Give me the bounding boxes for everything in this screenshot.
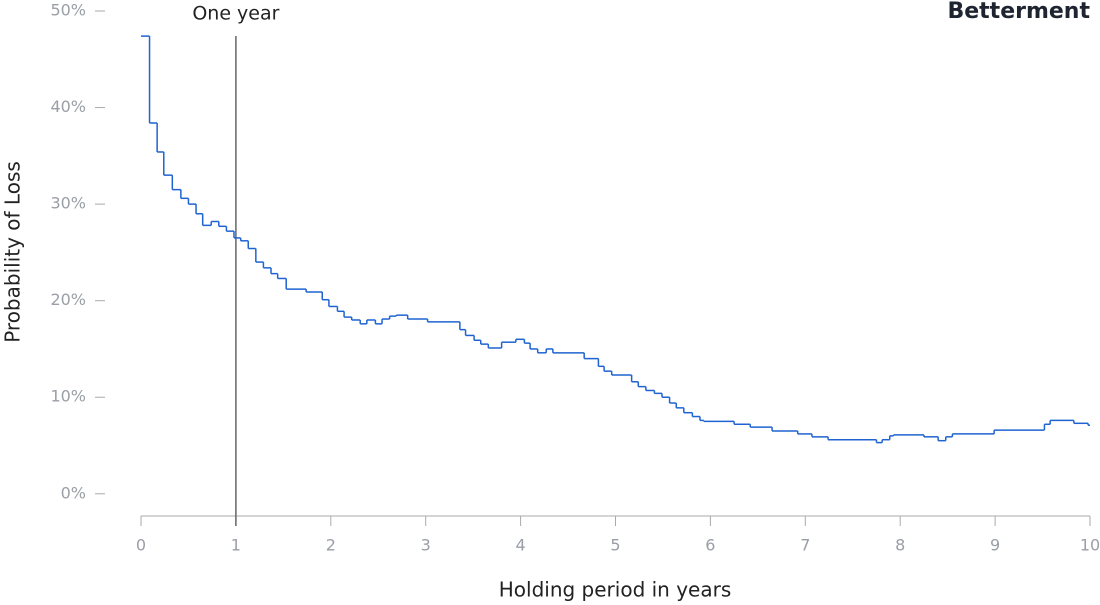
y-tick-label: 50%: [50, 1, 86, 20]
x-tick-label: 3: [421, 536, 431, 555]
y-axis-title: Probability of Loss: [1, 161, 25, 343]
x-tick-label: 4: [516, 536, 526, 555]
x-tick-label: 9: [990, 536, 1000, 555]
y-tick-label: 20%: [50, 290, 86, 309]
x-tick-label: 0: [136, 536, 146, 555]
x-tick-label: 1: [231, 536, 241, 555]
x-tick-label: 7: [800, 536, 810, 555]
x-tick-label: 5: [610, 536, 620, 555]
y-tick-label: 10%: [50, 387, 86, 406]
x-tick-label: 10: [1080, 536, 1100, 555]
brand-logo: Betterment: [947, 0, 1090, 24]
x-tick-label: 8: [895, 536, 905, 555]
x-axis-title: Holding period in years: [499, 578, 732, 602]
x-tick-label: 6: [705, 536, 715, 555]
y-tick-label: 30%: [50, 194, 86, 213]
x-tick-label: 2: [326, 536, 336, 555]
y-tick-label: 40%: [50, 97, 86, 116]
annotation-label: One year: [192, 3, 279, 25]
y-tick-label: 0%: [61, 483, 86, 502]
